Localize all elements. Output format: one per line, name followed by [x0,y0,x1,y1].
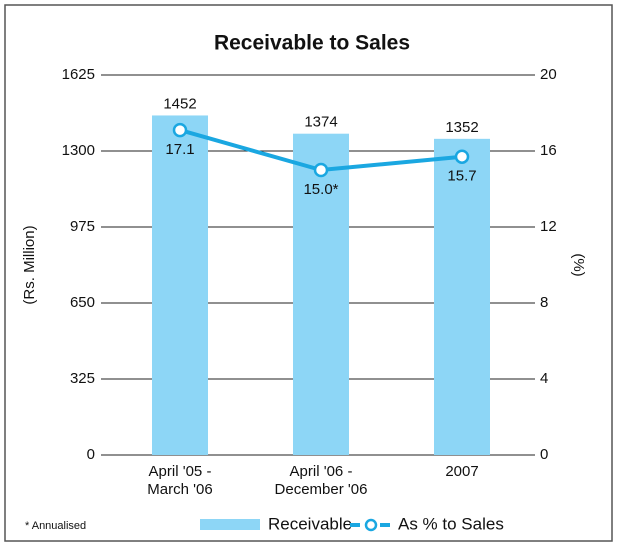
y-tick-label: 1300 [62,142,95,159]
point [172,122,188,138]
bar-label: 1452 [163,95,196,112]
y2-axis-label: (%) [570,253,587,276]
y2-tick-label: 20 [540,66,557,83]
y-tick-label: 325 [70,370,95,387]
point [454,149,470,164]
note: * Annualised [25,520,86,532]
legend-label: Receivable [268,514,352,533]
frame [4,4,613,542]
point-label: 15.7 [447,168,476,185]
legend-swatch [364,518,378,532]
y-tick-label: 650 [70,294,95,311]
bar-label: 1374 [304,114,337,131]
y-tick-label: 0 [87,446,95,463]
y2-tick-label: 16 [540,142,557,159]
bar [434,138,490,455]
x-tick-label: April '05 - March '06 [147,463,213,498]
legend-swatch [200,519,260,530]
y-tick-label: 975 [70,218,95,235]
y-axis-label: (Rs. Million) [21,225,38,304]
chart-title: Receivable to Sales [214,32,410,55]
y2-tick-label: 0 [540,446,548,463]
legend-label: As % to Sales [398,514,504,533]
y-tick-label: 1625 [62,66,95,83]
y2-tick-label: 4 [540,370,548,387]
bar [152,115,208,455]
point-label: 15.0* [303,181,338,198]
bar-label: 1352 [445,119,478,136]
point-label: 17.1 [165,141,194,158]
y2-tick-label: 8 [540,294,548,311]
y2-tick-label: 12 [540,218,557,235]
x-tick-label: April '06 - December '06 [274,463,368,498]
bar [293,133,349,456]
point [313,162,329,178]
x-tick-label: 2007 [445,463,479,480]
